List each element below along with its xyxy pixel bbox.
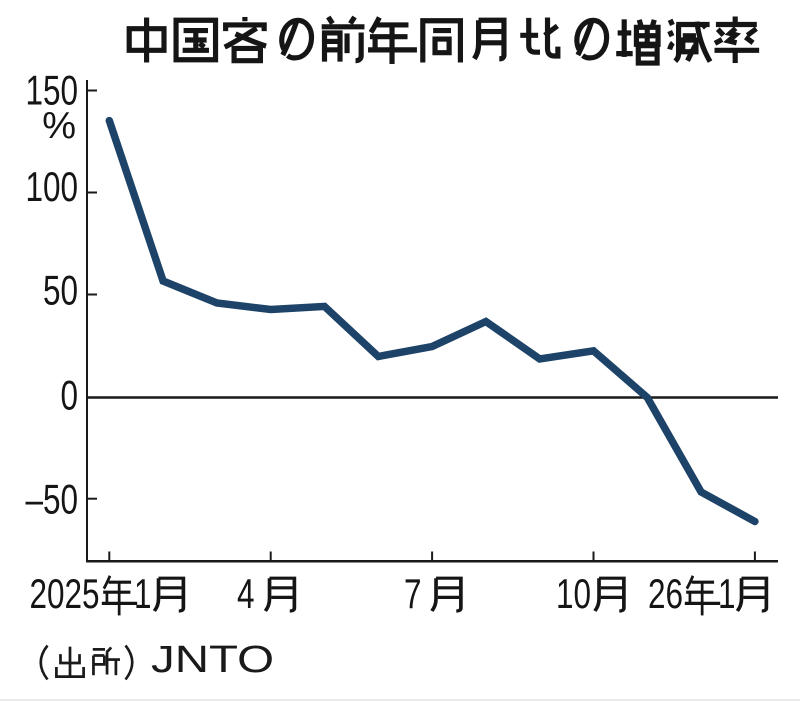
- svg-text:1: 1: [718, 570, 736, 618]
- svg-text:%: %: [42, 105, 76, 147]
- svg-text:0: 0: [60, 371, 78, 419]
- svg-text:26: 26: [648, 570, 683, 618]
- svg-text:JNTO: JNTO: [151, 638, 274, 680]
- svg-text:4: 4: [237, 570, 255, 618]
- svg-text:7: 7: [404, 570, 422, 618]
- svg-text:–50: –50: [25, 475, 78, 523]
- svg-text:1: 1: [134, 570, 152, 618]
- svg-text:2025: 2025: [30, 570, 100, 618]
- svg-text:150: 150: [25, 66, 78, 114]
- svg-text:50: 50: [43, 266, 78, 314]
- svg-text:10: 10: [556, 570, 591, 618]
- svg-text:100: 100: [25, 163, 78, 211]
